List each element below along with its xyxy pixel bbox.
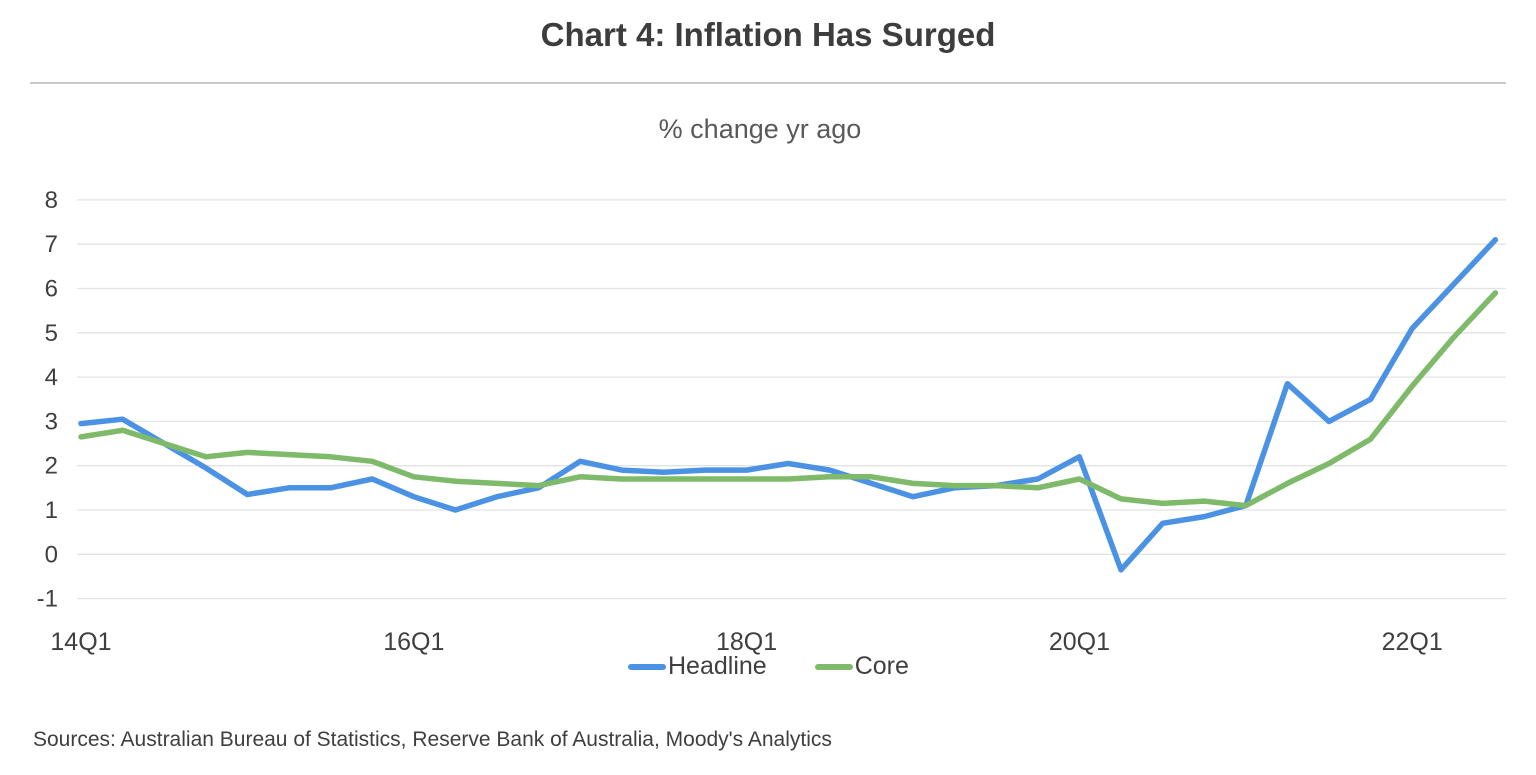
x-tick-label: 16Q1	[383, 628, 444, 656]
y-tick-label: 1	[45, 497, 58, 524]
chart-subtitle: % change yr ago	[658, 114, 862, 144]
core-series-line	[78, 290, 1499, 509]
legend-item-headline: Headline	[628, 652, 767, 681]
headline-legend-swatch	[628, 663, 666, 670]
core-legend-swatch	[814, 663, 853, 670]
chart-legend: Headline Core	[628, 652, 909, 681]
x-tick-label: 22Q1	[1382, 628, 1443, 656]
y-tick-label: 3	[45, 408, 58, 435]
legend-item-core: Core	[814, 652, 909, 681]
title-divider-line	[30, 82, 1506, 84]
source-note: Sources: Australian Bureau of Statistics…	[33, 728, 832, 751]
y-tick-label: 4	[45, 364, 58, 391]
y-tick-label: -1	[37, 586, 58, 613]
y-tick-label: 6	[45, 276, 58, 303]
x-tick-label: 14Q1	[50, 628, 111, 656]
y-tick-label: 5	[45, 320, 58, 347]
x-tick-label: 20Q1	[1049, 628, 1110, 656]
y-tick-label: 0	[45, 541, 58, 568]
headline-series-line	[78, 237, 1499, 573]
chart-title: Chart 4: Inflation Has Surged	[540, 16, 996, 53]
headline-legend-label: Headline	[668, 652, 767, 680]
y-tick-label: 7	[45, 231, 58, 258]
core-legend-label: Core	[854, 652, 909, 680]
y-tick-label: 2	[45, 453, 58, 480]
x-tick-label: 18Q1	[716, 628, 777, 656]
y-tick-label: 8	[45, 187, 58, 214]
